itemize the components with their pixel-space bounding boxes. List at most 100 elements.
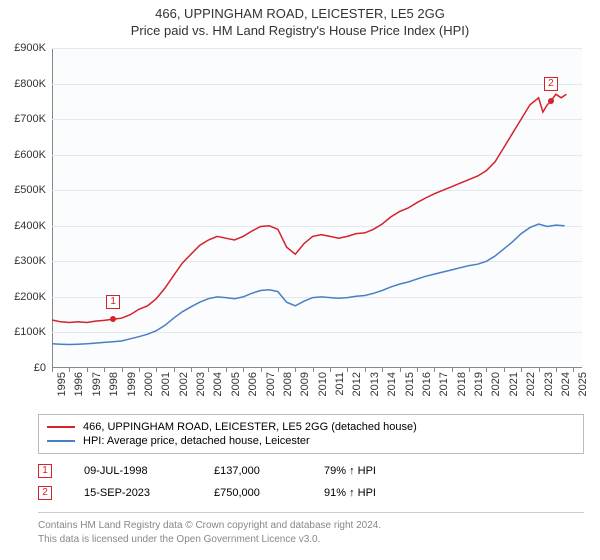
y-axis-label: £600K bbox=[14, 149, 46, 161]
sale-date: 09-JUL-1998 bbox=[84, 465, 214, 477]
sale-price: £137,000 bbox=[214, 465, 324, 477]
sale-point bbox=[110, 316, 116, 322]
gridline bbox=[52, 155, 582, 156]
x-axis-label: 2007 bbox=[265, 372, 277, 396]
x-tick bbox=[208, 368, 209, 372]
x-axis-label: 2011 bbox=[334, 372, 346, 396]
x-axis-label: 2009 bbox=[299, 372, 311, 396]
x-axis-label: 2018 bbox=[456, 372, 468, 396]
x-axis-label: 1995 bbox=[56, 372, 68, 396]
legend-label: 466, UPPINGHAM ROAD, LEICESTER, LE5 2GG … bbox=[83, 421, 417, 433]
x-tick bbox=[556, 368, 557, 372]
up-arrow-icon: ↑ bbox=[349, 465, 355, 477]
y-axis-label: £700K bbox=[14, 113, 46, 125]
x-tick bbox=[261, 368, 262, 372]
plot-background bbox=[52, 48, 582, 368]
legend-item: 466, UPPINGHAM ROAD, LEICESTER, LE5 2GG … bbox=[47, 420, 575, 434]
sale-marker-box: 2 bbox=[544, 77, 558, 91]
x-axis-label: 2008 bbox=[282, 372, 294, 396]
chart-container: 466, UPPINGHAM ROAD, LEICESTER, LE5 2GG … bbox=[0, 0, 600, 560]
x-tick bbox=[313, 368, 314, 372]
gridline bbox=[52, 119, 582, 120]
x-axis-label: 2024 bbox=[560, 372, 572, 396]
sale-row: 1 09-JUL-1998 £137,000 79% ↑ HPI bbox=[38, 460, 404, 482]
x-axis-label: 2022 bbox=[525, 372, 537, 396]
x-axis-label: 2006 bbox=[247, 372, 259, 396]
x-axis-label: 2005 bbox=[230, 372, 242, 396]
x-axis-label: 2020 bbox=[490, 372, 502, 396]
x-tick bbox=[139, 368, 140, 372]
x-axis-label: 2003 bbox=[195, 372, 207, 396]
x-tick bbox=[243, 368, 244, 372]
chart-plot-area: £0£100K£200K£300K£400K£500K£600K£700K£80… bbox=[52, 48, 582, 368]
sale-point bbox=[548, 98, 554, 104]
sale-pct: 79% ↑ HPI bbox=[324, 465, 404, 477]
legend-label: HPI: Average price, detached house, Leic… bbox=[83, 435, 310, 447]
x-axis-label: 2012 bbox=[351, 372, 363, 396]
up-arrow-icon: ↑ bbox=[349, 487, 355, 499]
y-axis-label: £300K bbox=[14, 255, 46, 267]
footer-line: Contains HM Land Registry data © Crown c… bbox=[38, 519, 584, 533]
x-tick bbox=[278, 368, 279, 372]
x-tick bbox=[52, 368, 53, 372]
y-axis-label: £900K bbox=[14, 42, 46, 54]
x-axis-label: 2001 bbox=[160, 372, 172, 396]
y-axis-label: £200K bbox=[14, 291, 46, 303]
x-axis-label: 2016 bbox=[421, 372, 433, 396]
sale-marker: 2 bbox=[38, 486, 52, 500]
gridline bbox=[52, 297, 582, 298]
x-tick bbox=[382, 368, 383, 372]
gridline bbox=[52, 332, 582, 333]
x-axis-label: 2021 bbox=[508, 372, 520, 396]
gridline bbox=[52, 48, 582, 49]
sale-pct: 91% ↑ HPI bbox=[324, 487, 404, 499]
y-axis-label: £0 bbox=[34, 362, 46, 374]
y-axis-label: £800K bbox=[14, 78, 46, 90]
x-axis-label: 2019 bbox=[473, 372, 485, 396]
x-axis-label: 2002 bbox=[178, 372, 190, 396]
x-tick bbox=[417, 368, 418, 372]
x-axis-label: 2014 bbox=[386, 372, 398, 396]
chart-title: 466, UPPINGHAM ROAD, LEICESTER, LE5 2GG bbox=[0, 0, 600, 21]
x-axis-label: 2015 bbox=[404, 372, 416, 396]
sale-row: 2 15-SEP-2023 £750,000 91% ↑ HPI bbox=[38, 482, 404, 504]
x-tick bbox=[365, 368, 366, 372]
x-tick bbox=[226, 368, 227, 372]
x-tick bbox=[539, 368, 540, 372]
x-axis-label: 2000 bbox=[143, 372, 155, 396]
x-axis-label: 1997 bbox=[91, 372, 103, 396]
x-axis-label: 2025 bbox=[577, 372, 589, 396]
gridline bbox=[52, 226, 582, 227]
x-axis-label: 2017 bbox=[438, 372, 450, 396]
x-tick bbox=[469, 368, 470, 372]
x-tick bbox=[104, 368, 105, 372]
x-axis-label: 1998 bbox=[108, 372, 120, 396]
x-axis-label: 1996 bbox=[73, 372, 85, 396]
legend-swatch bbox=[47, 440, 75, 442]
x-tick bbox=[521, 368, 522, 372]
sales-table: 1 09-JUL-1998 £137,000 79% ↑ HPI 2 15-SE… bbox=[38, 460, 404, 504]
x-tick bbox=[452, 368, 453, 372]
gridline bbox=[52, 190, 582, 191]
x-tick bbox=[434, 368, 435, 372]
y-axis-label: £400K bbox=[14, 220, 46, 232]
x-tick bbox=[69, 368, 70, 372]
x-tick bbox=[191, 368, 192, 372]
sale-marker: 1 bbox=[38, 464, 52, 478]
x-tick bbox=[400, 368, 401, 372]
footer-line: This data is licensed under the Open Gov… bbox=[38, 533, 584, 547]
legend: 466, UPPINGHAM ROAD, LEICESTER, LE5 2GG … bbox=[38, 414, 584, 454]
x-tick bbox=[486, 368, 487, 372]
y-axis-label: £500K bbox=[14, 184, 46, 196]
gridline bbox=[52, 84, 582, 85]
x-axis-label: 1999 bbox=[126, 372, 138, 396]
x-tick bbox=[330, 368, 331, 372]
x-tick bbox=[573, 368, 574, 372]
x-axis-label: 2023 bbox=[543, 372, 555, 396]
x-axis-label: 2010 bbox=[317, 372, 329, 396]
sale-price: £750,000 bbox=[214, 487, 324, 499]
gridline bbox=[52, 261, 582, 262]
sale-marker-box: 1 bbox=[106, 295, 120, 309]
x-axis-label: 2013 bbox=[369, 372, 381, 396]
footer-attribution: Contains HM Land Registry data © Crown c… bbox=[38, 512, 584, 546]
